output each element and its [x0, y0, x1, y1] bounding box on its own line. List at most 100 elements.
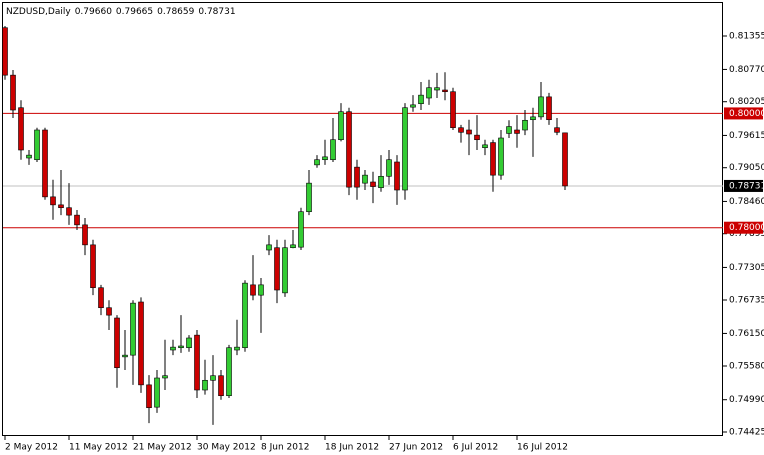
candle-body [2, 27, 8, 76]
y-tick-label: 0.76735 [729, 296, 764, 306]
candle-body [106, 307, 112, 316]
candle-body [370, 181, 376, 187]
candle-body [378, 175, 384, 189]
y-tick-label: 0.79050 [729, 163, 764, 173]
candle-body [418, 94, 424, 105]
last-price-label: 0.78731 [729, 181, 764, 191]
level-label: 0.80000 [729, 109, 764, 119]
candle-body [386, 159, 392, 177]
candle-body [162, 375, 168, 379]
candle-body [178, 345, 184, 349]
title-low: 0.78659 [157, 7, 194, 17]
candle-body [226, 347, 232, 397]
candle-body [258, 284, 264, 296]
candle-body [450, 91, 456, 129]
candle-body [330, 139, 336, 161]
candle-body [314, 159, 320, 166]
candle-body [346, 111, 352, 188]
candle-body [194, 334, 200, 391]
candle-body [338, 111, 344, 141]
x-tick-label: 2 May 2012 [5, 443, 58, 453]
candle-body [10, 74, 16, 111]
level-label: 0.78000 [729, 223, 764, 233]
candle-body [82, 224, 88, 246]
candle-body [122, 354, 128, 358]
candle-body [434, 87, 440, 91]
candle-body [442, 89, 448, 93]
candle-body [290, 244, 296, 249]
x-tick-label: 27 Jun 2012 [389, 443, 443, 453]
y-tick-label: 0.79615 [729, 131, 764, 141]
candle-body [354, 166, 360, 188]
candle-body [306, 182, 312, 213]
candle-body [298, 211, 304, 248]
last-price-box [724, 179, 763, 192]
y-tick-label: 0.80205 [729, 97, 764, 107]
x-tick-label: 8 Jun 2012 [261, 443, 309, 453]
y-tick-label: 0.74990 [729, 395, 764, 405]
candle-body [426, 87, 432, 99]
candle-body [522, 119, 528, 131]
candle-body [218, 375, 224, 397]
candle-body [98, 287, 104, 309]
x-tick-label: 18 Jun 2012 [325, 443, 379, 453]
candle-body [34, 129, 40, 161]
title-close: 0.78731 [198, 7, 235, 17]
candle-body [546, 96, 552, 121]
x-tick-label: 30 May 2012 [197, 443, 256, 453]
candle-body [242, 282, 248, 349]
candle-body [66, 207, 72, 216]
level-label-box [724, 107, 763, 120]
x-tick-label: 11 May 2012 [69, 443, 128, 453]
y-tick-label: 0.77895 [729, 229, 764, 239]
y-tick-label: 0.80770 [729, 65, 764, 75]
candle-body [202, 379, 208, 391]
candle-body [490, 142, 496, 176]
candle-body [402, 107, 408, 191]
candle-body [466, 129, 472, 135]
candle-body [186, 337, 192, 349]
x-tick-label: 16 Jul 2012 [517, 443, 568, 453]
title-open: 0.79660 [75, 7, 112, 17]
candle-body [554, 127, 560, 133]
candle-body [18, 107, 24, 151]
candle-body [562, 132, 568, 187]
chart-title: NZDUSD,Daily 0.79660 0.79665 0.78659 0.78731 [6, 7, 236, 17]
candle-body [58, 204, 64, 209]
candle-body [146, 384, 152, 409]
candle-body [506, 126, 512, 134]
x-tick-label: 6 Jul 2012 [453, 443, 498, 453]
candle-body [210, 375, 216, 381]
title-symbol: NZDUSD,Daily [6, 7, 71, 17]
candle-body [154, 377, 160, 408]
candle-body [50, 196, 56, 206]
candle-body [42, 129, 48, 198]
x-tick-label: 21 May 2012 [133, 443, 192, 453]
y-tick-label: 0.78460 [729, 197, 764, 207]
candle-body [282, 247, 288, 294]
candle-body [138, 301, 144, 386]
candle-body [74, 214, 80, 226]
level-label-box [724, 221, 763, 234]
candle-body [458, 127, 464, 133]
candle-body [514, 129, 520, 134]
candle-body [90, 244, 96, 289]
title-high: 0.79665 [116, 7, 153, 17]
candle-body [250, 284, 256, 296]
candle-body [474, 134, 480, 141]
y-tick-label: 0.74425 [729, 428, 764, 438]
candle-body [234, 346, 240, 351]
candle-body [362, 174, 368, 184]
candle-body [498, 137, 504, 176]
candle-body [130, 302, 136, 356]
candle-body [394, 161, 400, 191]
candle-body [482, 144, 488, 149]
candle-body [170, 346, 176, 351]
candle-body [322, 156, 328, 161]
candle-body [114, 317, 120, 369]
y-tick-label: 0.76150 [729, 329, 764, 339]
y-tick-label: 0.77305 [729, 263, 764, 273]
y-tick-label: 0.81355 [729, 32, 764, 42]
candle-body [530, 116, 536, 121]
